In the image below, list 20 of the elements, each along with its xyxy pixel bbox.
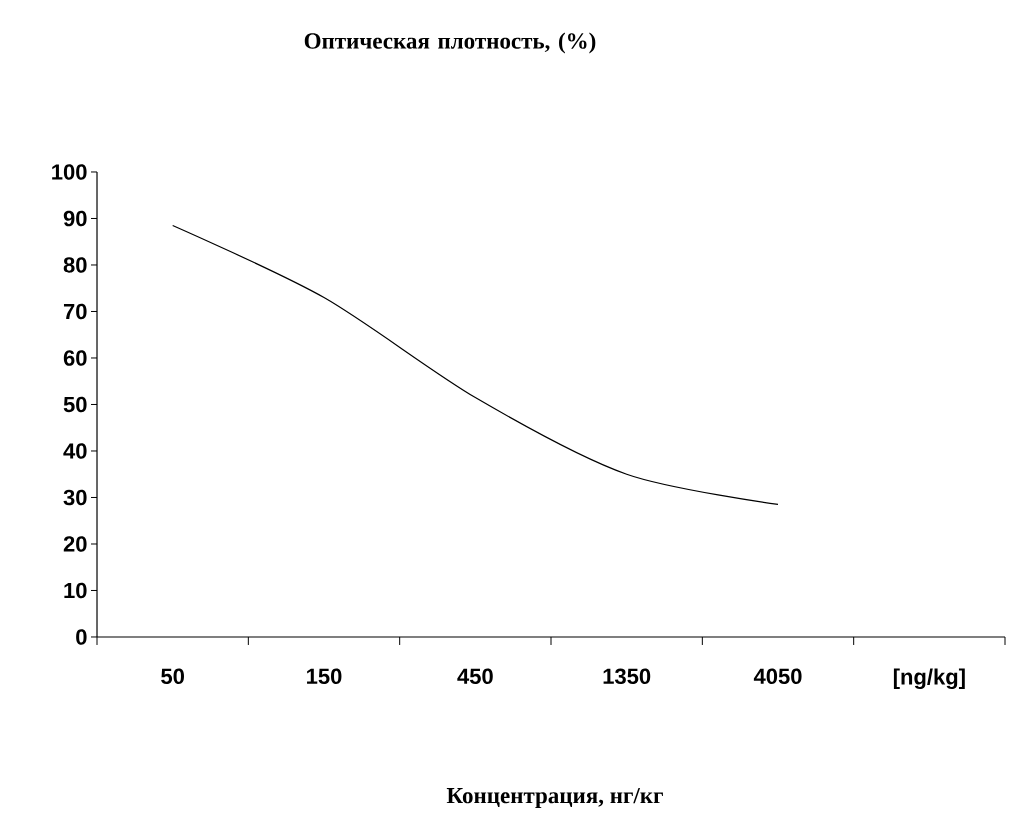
y-tick-label: 100 xyxy=(52,164,87,180)
x-tick-label: 1350 xyxy=(603,668,651,685)
y-tick-label: 60 xyxy=(63,350,87,366)
y-tick-label: 40 xyxy=(63,443,87,459)
x-axis-title: Концентрация, нг/кг xyxy=(446,787,663,808)
y-tick-label: 0 xyxy=(76,629,87,645)
y-axis-title: Оптическая плотность, (%) xyxy=(304,32,596,54)
y-tick-label: 70 xyxy=(63,303,87,320)
x-tick-label: 450 xyxy=(457,668,493,685)
y-tick-label: 30 xyxy=(63,489,87,506)
x-tick-label: 150 xyxy=(307,668,342,685)
y-tick-label: 20 xyxy=(63,536,87,552)
line-series xyxy=(172,224,779,506)
y-tick-label: 80 xyxy=(63,257,87,273)
y-tick-label: 90 xyxy=(63,210,87,227)
x-tick-label: 50 xyxy=(161,668,184,685)
x-tick-label: 4050 xyxy=(753,668,802,685)
y-tick-label: 10 xyxy=(64,582,87,599)
x-tick-label: [ng/kg] xyxy=(893,668,965,690)
y-tick-label: 50 xyxy=(63,396,87,413)
